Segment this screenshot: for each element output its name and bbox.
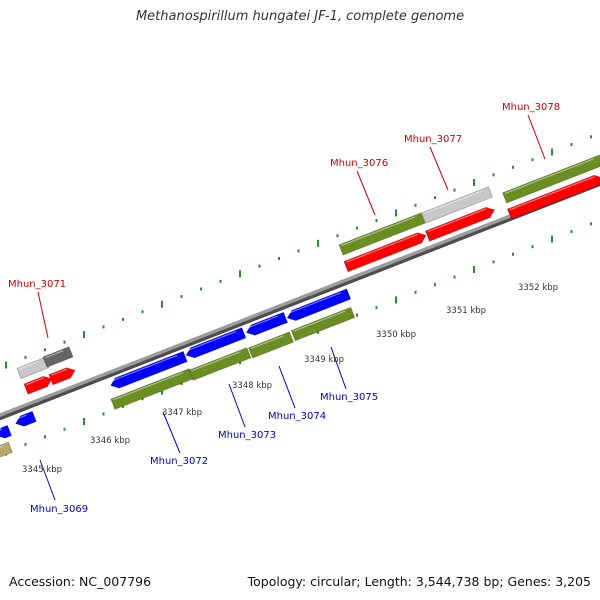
cds-mhun-3074-highlight [250,335,284,350]
mhun-3074-label[interactable]: Mhun_3074 [268,411,326,422]
gene-mhun-3077-shape[interactable] [424,205,496,242]
mhun-3078-leader [527,114,546,160]
gene-mhun-3074[interactable] [244,311,289,338]
gene-mhun-3072-shape[interactable] [109,350,188,390]
scale-label: 3345 kbp [22,465,62,475]
mhun-3077-leader [429,146,449,191]
cds-mhun-3073[interactable] [188,347,252,381]
mhun-3076-label[interactable]: Mhun_3076 [330,158,388,169]
mhun-3073-label[interactable]: Mhun_3073 [218,430,276,441]
gene-mhun-3078-shape[interactable] [506,173,600,220]
pseudogene-left-light-highlight [19,360,40,370]
gene-mhun-3069-shape[interactable] [14,410,37,429]
cds-partial-left-shape[interactable] [0,441,13,459]
gene-mhun-3069[interactable] [14,410,37,429]
gene-mhun-3078-highlight [509,176,595,211]
pseudogene-left-light-shape[interactable] [16,356,50,380]
gene-mhun-3073-highlight [186,330,237,352]
label-leaders [37,114,546,501]
gene-mhun-3076-highlight [346,233,419,263]
cds-mhun-3076[interactable] [338,212,426,256]
cds-mhun-3074-shape[interactable] [247,331,295,359]
gene-forward-left-a-shape[interactable] [23,374,54,395]
map-title: Methanospirillum hungatei JF-1, complete… [135,9,465,24]
gene-mhun-3075-highlight [287,292,341,315]
pseudogene-mhun-3077[interactable] [420,186,494,224]
genome-backbone [0,179,600,421]
scale-label: 3348 kbp [232,381,272,391]
gene-mhun-3072-highlight [110,354,178,382]
cds-mhun-3078-highlight [504,158,594,194]
pseudogene-mhun-3077-shape[interactable] [420,186,494,224]
forward-strand-ticks [5,135,592,369]
mhun-3071-label[interactable]: Mhun_3071 [8,279,66,290]
scale-label: 3346 kbp [90,436,130,446]
cds-mhun-3076-highlight [341,216,416,247]
scale-label: 3347 kbp [162,408,202,418]
topology-summary: Topology: circular; Length: 3,544,738 bp… [247,574,591,589]
mhun-3072-label[interactable]: Mhun_3072 [150,456,208,467]
cds-mhun-3075[interactable] [290,306,356,342]
mhun-3074-leader [278,365,296,409]
backbone-shadow [0,179,600,421]
gene-mhun-3069-highlight [15,414,27,420]
cds-mhun-3073-highlight [191,350,242,372]
gene-mhun-3072[interactable] [109,350,188,390]
gene-mhun-3076-shape[interactable] [343,230,428,273]
gene-mhun-3074-highlight [246,315,278,329]
gene-mhun-3075[interactable] [285,288,352,323]
pseudogene-left-dark[interactable] [42,346,74,368]
cds-mhun-3078[interactable] [502,154,600,204]
pseudogene-left-dark-highlight [45,350,64,359]
gene-mhun-3073[interactable] [184,327,247,361]
backbone-line [0,179,600,417]
scale-label: 3350 kbp [376,330,416,340]
mhun-3078-label[interactable]: Mhun_3078 [502,102,560,113]
cds-mhun-3078-shape[interactable] [502,154,600,204]
gene-mhun-3074-shape[interactable] [244,311,289,338]
cds-mhun-3072-highlight [113,371,184,401]
cds-mhun-3074[interactable] [247,331,295,359]
gene-mhun-3076[interactable] [343,230,428,273]
mhun-3077-label[interactable]: Mhun_3077 [404,134,462,145]
pseudogene-left-light[interactable] [16,356,50,380]
cds-partial-left[interactable] [0,441,13,459]
gene-partial-left-shape[interactable] [0,424,13,440]
feature-track [0,154,600,459]
scale-label: 3351 kbp [446,306,486,316]
gene-forward-left-a[interactable] [23,374,54,395]
gene-forward-left-b-shape[interactable] [48,365,77,386]
scale-label: 3349 kbp [304,355,344,365]
mhun-3069-label[interactable]: Mhun_3069 [30,504,88,515]
gene-partial-left-highlight [0,428,2,432]
mhun-3075-label[interactable]: Mhun_3075 [320,392,378,403]
mhun-3076-leader [356,170,376,216]
mhun-3075-leader [330,346,347,390]
gene-forward-left-b[interactable] [48,365,77,386]
gene-mhun-3078[interactable] [506,173,600,220]
cds-mhun-3076-shape[interactable] [338,212,426,256]
cds-mhun-3075-shape[interactable] [290,306,356,342]
accession-text: Accession: NC_007796 [9,574,152,589]
gene-mhun-3075-shape[interactable] [285,288,352,323]
cds-mhun-3073-shape[interactable] [188,347,252,381]
gene-forward-left-b-highlight [51,368,68,376]
gene-mhun-3077-highlight [427,208,487,233]
gene-partial-left[interactable] [0,424,13,440]
mhun-3069-leader [39,459,56,501]
mhun-3071-leader [37,291,49,339]
scale-label: 3352 kbp [518,283,558,293]
pseudogene-mhun-3077-highlight [423,190,483,215]
mhun-3072-leader [162,411,181,454]
gene-mhun-3077[interactable] [424,205,496,242]
cds-mhun-3075-highlight [293,310,346,332]
gene-forward-left-a-highlight [26,377,45,386]
pseudogene-left-dark-shape[interactable] [42,346,74,368]
labels: 3345 kbp 3346 kbp 3347 kbp 3348 kbp 3349 kbp… [8,102,560,515]
mhun-3073-leader [228,383,246,428]
gene-mhun-3073-shape[interactable] [184,327,247,361]
cds-partial-left-highlight [0,445,3,450]
